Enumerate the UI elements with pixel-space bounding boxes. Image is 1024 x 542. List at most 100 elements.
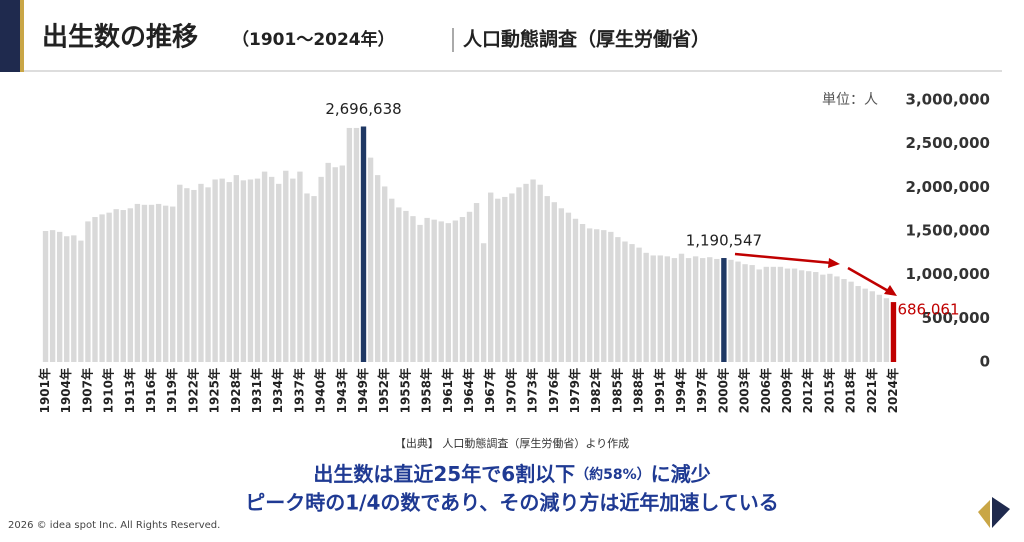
x-tick-label: 1916年 — [143, 368, 158, 413]
bar — [360, 126, 367, 362]
bar — [480, 243, 487, 362]
x-tick-label: 1949年 — [355, 368, 370, 413]
bar — [664, 256, 671, 362]
bar — [869, 291, 875, 362]
bar — [805, 271, 812, 362]
bar — [572, 218, 579, 362]
title-bar-block — [0, 0, 20, 72]
arrow-head — [884, 285, 897, 296]
value-label: 2,696,638 — [325, 100, 401, 118]
bar — [848, 281, 854, 362]
x-tick-label: 2006年 — [758, 368, 773, 413]
bar — [417, 224, 423, 362]
x-tick-label: 1934年 — [270, 368, 285, 413]
bar — [495, 198, 501, 362]
bar — [438, 221, 444, 362]
plot: 0 500,000 1,000,000 1,500,000 2,000,000 2,500… — [37, 91, 990, 414]
summary-line: ピーク時の1/4の数であり、その減り方は近年加速している — [245, 491, 779, 515]
x-tick-label: 1943年 — [334, 368, 349, 413]
bar — [784, 268, 791, 362]
bar — [170, 206, 176, 362]
x-tick-label: 1937年 — [291, 368, 306, 413]
bar — [290, 178, 296, 362]
bar — [650, 255, 656, 362]
bar — [311, 196, 317, 362]
bar — [367, 157, 374, 362]
bar — [85, 221, 91, 362]
bar — [643, 252, 649, 362]
bar — [162, 205, 169, 362]
logo-shape — [978, 500, 990, 528]
bar — [551, 202, 557, 362]
source-note: 【出典】 人口動態調査（厚生労働省）より作成 — [395, 436, 629, 450]
x-tick-label: 1925年 — [207, 368, 222, 413]
bar — [120, 210, 126, 362]
bar — [148, 204, 155, 362]
bar — [113, 209, 119, 362]
bar — [770, 266, 777, 362]
bar — [283, 170, 289, 362]
bar — [240, 180, 247, 362]
bar — [49, 230, 56, 362]
summary-text: 出生数は直近25年で6割以下 — [313, 462, 575, 486]
bar — [92, 217, 98, 362]
x-tick-label: 2000年 — [715, 368, 730, 413]
bar — [530, 179, 536, 362]
summary-text: に減少 — [651, 462, 711, 486]
bar — [219, 178, 225, 362]
bar — [883, 298, 890, 362]
bar — [261, 171, 268, 362]
bar — [890, 302, 897, 362]
bar — [177, 184, 183, 362]
bar — [827, 273, 833, 362]
x-tick-label: 1958年 — [419, 368, 434, 413]
bar — [756, 269, 762, 362]
bar — [841, 279, 847, 362]
bar — [763, 266, 769, 362]
y-tick-label: 1,500,000 — [906, 222, 990, 240]
bar — [297, 171, 303, 362]
x-tick-label: 1961年 — [440, 368, 455, 413]
bar — [396, 207, 402, 362]
bar — [452, 220, 459, 362]
y-tick-label: 0 — [980, 353, 990, 371]
bar — [558, 208, 565, 362]
bar — [692, 256, 699, 362]
bar — [325, 162, 331, 362]
y-tick-label: 2,500,000 — [906, 134, 990, 152]
summary-line: 出生数は直近25年で6割以下（約58%）に減少 — [313, 462, 710, 486]
bar — [205, 187, 211, 362]
logo-shape — [992, 497, 1010, 528]
bar — [374, 175, 381, 362]
bar — [304, 193, 310, 362]
bar — [389, 198, 395, 362]
x-tick-label: 2018年 — [843, 368, 858, 413]
bar — [64, 236, 70, 362]
bar — [678, 253, 685, 362]
bar — [339, 165, 345, 362]
bar — [332, 167, 338, 362]
x-tick-label: 2024年 — [885, 368, 900, 413]
x-tick-label: 1931年 — [249, 368, 264, 413]
value-label: 1,190,547 — [686, 232, 762, 250]
bar — [657, 255, 663, 362]
trend-arrows — [734, 252, 897, 296]
x-tick-label: 2021年 — [864, 368, 879, 413]
bar — [855, 286, 861, 362]
bar — [403, 210, 409, 362]
bar — [42, 231, 49, 362]
bar — [579, 224, 586, 362]
bar — [544, 196, 550, 362]
x-tick-label: 1910年 — [101, 368, 116, 413]
copyright: 2026 © idea spot Inc. All Rights Reserve… — [8, 520, 220, 531]
bar — [233, 175, 240, 362]
bar — [834, 276, 840, 362]
bar — [813, 272, 819, 362]
bar — [127, 208, 134, 362]
y-tick-label: 500,000 — [922, 309, 990, 327]
bar — [523, 183, 529, 362]
bar — [862, 288, 868, 362]
bar — [586, 228, 593, 362]
bar — [268, 176, 275, 362]
x-tick-label: 1955年 — [397, 368, 412, 413]
